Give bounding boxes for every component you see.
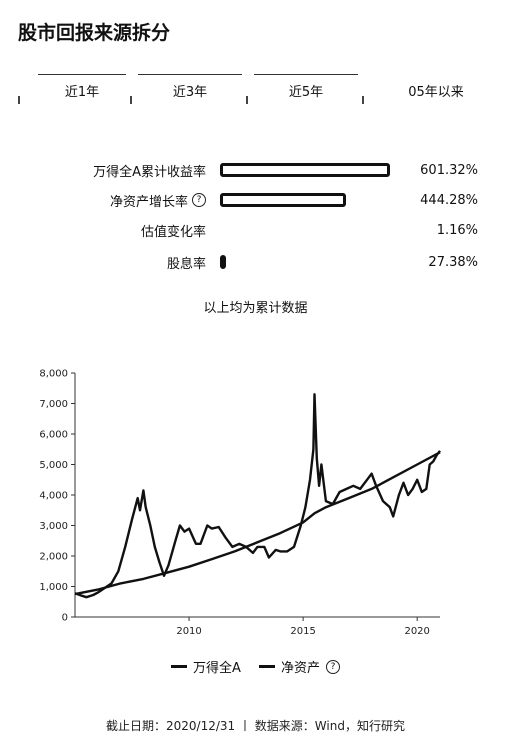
tab-divider <box>18 96 20 104</box>
help-icon[interactable]: ? <box>192 193 206 207</box>
legend-swatch <box>258 665 275 668</box>
metric-bar <box>220 163 390 177</box>
tab-top-border <box>254 74 358 75</box>
metric-label: 万得全A累计收益率 <box>93 160 206 180</box>
line-chart: 0 1,000 2,000 3,000 4,000 5,000 6,000 7,000 8,00… <box>39 369 441 637</box>
legend-item: 净资产 ? <box>258 657 340 676</box>
metric-bar <box>220 223 390 237</box>
y-tick-label: 2,000 <box>39 552 68 563</box>
x-tick-label: 2020 <box>404 626 429 637</box>
y-tick-label: 8,000 <box>39 369 68 380</box>
source-footer: 截止日期：2020/12/31 丨 数据来源：Wind，知行研究 <box>106 719 405 733</box>
metric-value: 444.28% <box>420 192 478 208</box>
tab-divider <box>130 96 132 104</box>
tab-top-border <box>38 74 126 75</box>
metric-label-text: 万得全A累计收益率 <box>93 164 206 180</box>
metric-bar-fill <box>220 193 346 207</box>
period-tabs: 近1年 近3年 近5年 05年以来 <box>18 72 492 108</box>
metric-value: 1.16% <box>436 222 478 238</box>
cumulative-note: 以上均为累计数据 <box>203 301 308 316</box>
y-tick-label: 3,000 <box>39 521 68 532</box>
y-tick-label: 4,000 <box>39 491 68 502</box>
series-line-2 <box>74 451 441 596</box>
metric-value: 27.38% <box>428 254 478 270</box>
legend-item: 万得全A <box>171 657 241 676</box>
y-tick-label: 0 <box>62 613 68 624</box>
metric-label: 股息率 <box>167 252 206 272</box>
metric-value: 601.32% <box>420 162 478 178</box>
metric-bar <box>220 193 390 207</box>
metric-label-text: 估值变化率 <box>140 224 206 240</box>
y-tick-label: 6,000 <box>39 430 68 441</box>
x-tick-label: 2015 <box>290 626 315 637</box>
metric-label-text: 净资产增长率 <box>109 194 188 210</box>
y-tick-label: 7,000 <box>39 399 68 410</box>
tab-top-border <box>138 74 242 75</box>
tab-divider <box>362 96 364 104</box>
tab-since-05[interactable]: 05年以来 <box>380 72 492 108</box>
tab-label: 近5年 <box>288 84 324 100</box>
page-title: 股市回报来源拆分 <box>18 22 171 44</box>
tab-3y[interactable]: 近3年 <box>132 72 248 108</box>
tab-divider <box>246 96 248 104</box>
y-tick-label: 1,000 <box>39 582 68 593</box>
y-tick-label: 5,000 <box>39 460 68 471</box>
legend-label: 净资产 <box>280 661 320 676</box>
metric-label-text: 股息率 <box>166 256 206 272</box>
tab-1y[interactable]: 近1年 <box>32 72 132 108</box>
legend-swatch <box>171 665 188 668</box>
help-icon[interactable]: ? <box>325 659 340 674</box>
series-line-1 <box>74 393 441 599</box>
tab-label: 05年以来 <box>408 84 464 100</box>
metric-bar-fill <box>220 255 226 269</box>
x-tick-label: 2010 <box>176 626 201 637</box>
chart-legend: 万得全A 净资产 ? <box>0 657 511 676</box>
legend-label: 万得全A <box>193 661 241 676</box>
metric-label: 净资产增长率 ? <box>110 190 206 210</box>
metric-bar-fill <box>220 163 390 177</box>
tab-label: 近3年 <box>172 84 208 100</box>
metric-label: 估值变化率 <box>141 220 206 240</box>
tab-5y[interactable]: 近5年 <box>248 72 364 108</box>
metric-bar <box>220 255 390 269</box>
tab-label: 近1年 <box>64 84 100 100</box>
